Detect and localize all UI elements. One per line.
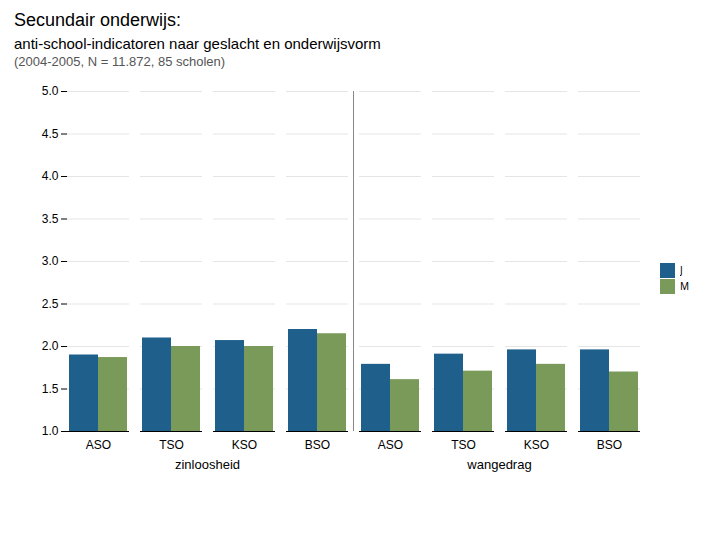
svg-text:4.0: 4.0	[42, 169, 59, 183]
html-text:(2004-2005, N = 11.872, 85 sch: (2004-2005, N = 11.872, 85 scholen)	[14, 54, 226, 69]
svg-text:TSO: TSO	[159, 438, 184, 452]
svg-text:KSO: KSO	[232, 438, 257, 452]
svg-text:zinloosheid: zinloosheid	[175, 457, 240, 472]
svg-text:4.5: 4.5	[42, 127, 59, 141]
html-text:Secundair onderwijs:: Secundair onderwijs:	[14, 10, 182, 30]
svg-text:5.0: 5.0	[42, 84, 59, 98]
svg-text:ASO: ASO	[378, 438, 403, 452]
html-text:M: M	[680, 279, 690, 293]
svg-text:3.5: 3.5	[42, 212, 59, 226]
svg-text:2.0: 2.0	[42, 339, 59, 353]
svg-text:BSO: BSO	[305, 438, 330, 452]
html-text:J: J	[680, 263, 683, 277]
svg-text:ASO: ASO	[86, 438, 111, 452]
svg-text:1.5: 1.5	[42, 382, 59, 396]
svg-text:TSO: TSO	[451, 438, 476, 452]
html-text:anti-school-indicatoren naar g: anti-school-indicatoren naar geslacht en…	[14, 35, 381, 52]
svg-text:1.0: 1.0	[42, 424, 59, 438]
svg-text:3.0: 3.0	[42, 254, 59, 268]
svg-text:BSO: BSO	[597, 438, 622, 452]
svg-text:wangedrag: wangedrag	[466, 457, 531, 472]
svg-text:KSO: KSO	[524, 438, 549, 452]
svg-text:2.5: 2.5	[42, 297, 59, 311]
